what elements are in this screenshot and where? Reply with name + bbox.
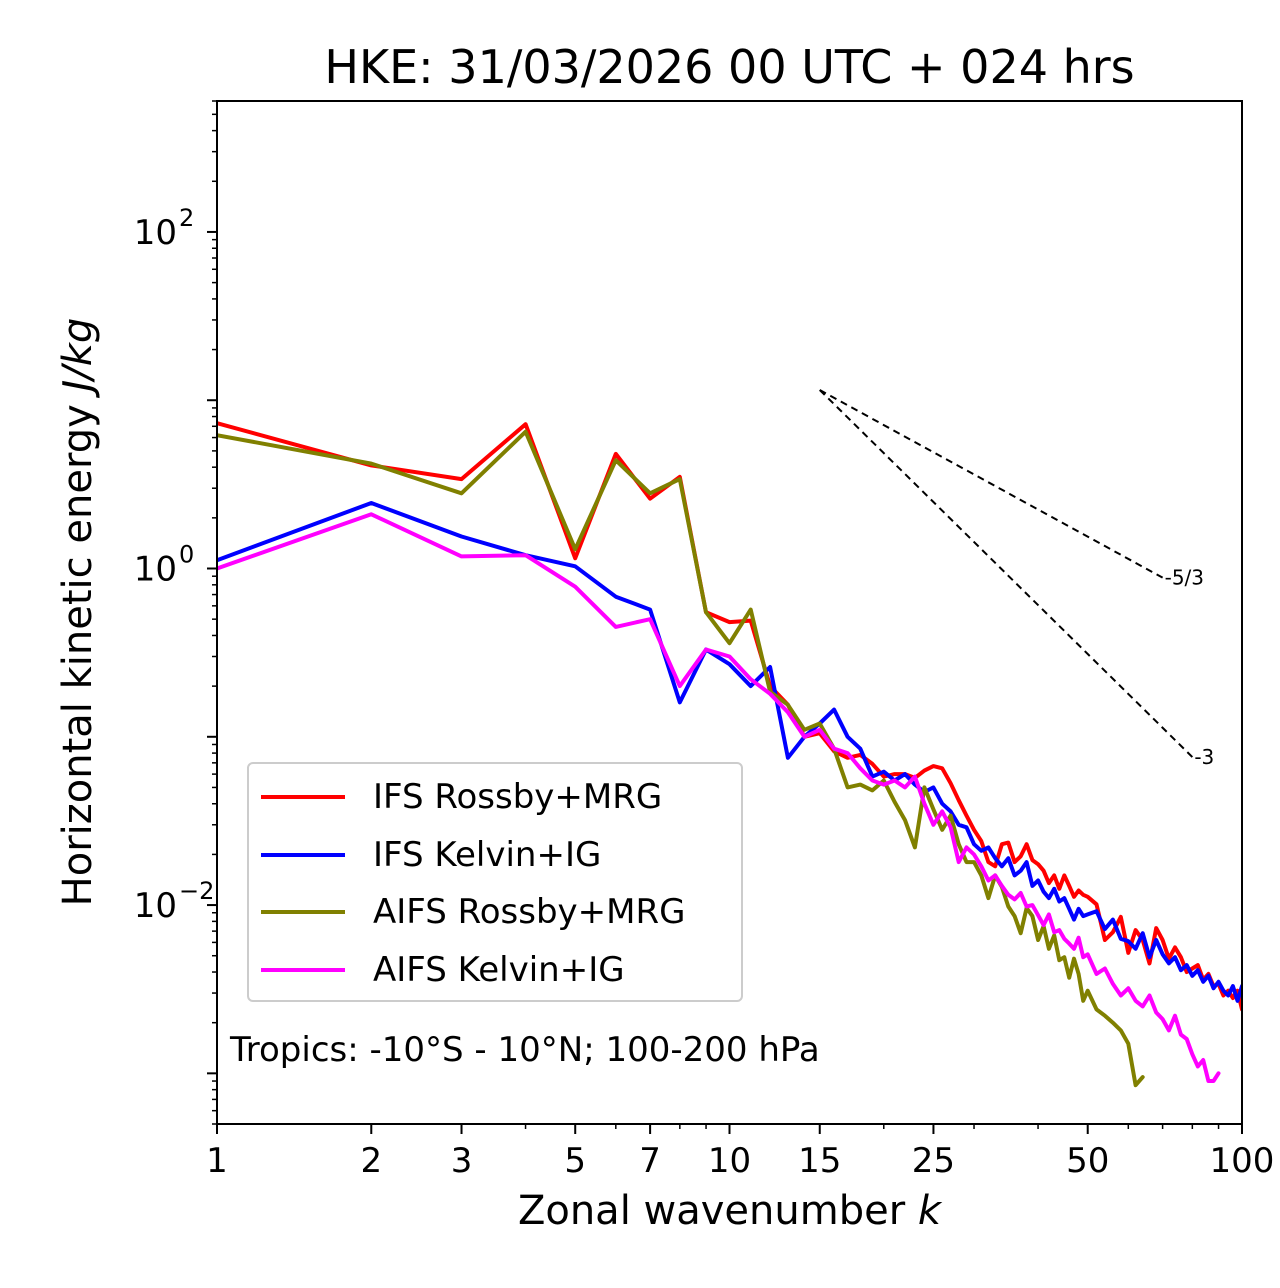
x-tick-label: 10 — [708, 1141, 751, 1181]
legend-label: AIFS Rossby+MRG — [373, 892, 686, 932]
series-lines — [217, 421, 1242, 1088]
y-tick-exponent: 2 — [179, 204, 194, 232]
x-tick-label: 7 — [639, 1141, 661, 1181]
reference-slopes: -5/3 -3 — [819, 389, 1214, 769]
legend-item: AIFS Rossby+MRG — [261, 892, 685, 932]
x-tick-label: 2 — [360, 1141, 382, 1181]
y-tick-label: 10 — [134, 550, 177, 590]
reference-slope-line — [819, 389, 1194, 758]
chart-title: HKE: 31/03/2026 00 UTC + 024 hrs — [324, 40, 1135, 94]
plot-frame — [216, 100, 1243, 1125]
y-axis-label-units: J/kg — [55, 317, 101, 392]
legend-label: IFS Kelvin+IG — [373, 835, 602, 875]
x-axis-label: Zonal wavenumber k — [217, 1188, 1242, 1234]
legend-swatch — [261, 795, 345, 799]
reference-slope-label: -3 — [1194, 745, 1214, 769]
series-line — [217, 501, 1242, 1003]
x-tick-label: 5 — [564, 1141, 586, 1181]
y-tick-exponent: 0 — [179, 541, 194, 569]
legend-item: IFS Rossby+MRG — [261, 777, 662, 817]
y-tick-exponent: −2 — [179, 877, 214, 905]
legend-label: IFS Rossby+MRG — [373, 777, 663, 817]
legend-swatch — [261, 968, 345, 972]
legend-label: AIFS Kelvin+IG — [373, 950, 625, 990]
x-tick-label: 15 — [798, 1141, 841, 1181]
x-tick-label: 1 — [206, 1141, 228, 1181]
x-tick-label: 100 — [1210, 1141, 1275, 1181]
y-tick-label: 10 — [134, 886, 177, 926]
legend-swatch — [261, 853, 345, 857]
x-tick-label: 3 — [451, 1141, 473, 1181]
x-axis-label-text: Zonal wavenumber — [517, 1188, 906, 1234]
series-line — [217, 429, 1145, 1088]
legend-swatch — [261, 910, 345, 914]
series-line — [217, 512, 1221, 1083]
legend: IFS Rossby+MRG IFS Kelvin+IG AIFS Rossby… — [247, 762, 743, 1002]
y-axis-label: Horizontal kinetic energy J/kg — [55, 318, 101, 907]
legend-item: IFS Kelvin+IG — [261, 835, 601, 875]
legend-item: AIFS Kelvin+IG — [261, 950, 625, 990]
x-tick-label: 50 — [1066, 1141, 1109, 1181]
reference-slope-label: -5/3 — [1165, 566, 1204, 590]
x-axis-label-var: k — [917, 1188, 942, 1234]
reference-slope-line — [819, 389, 1164, 579]
y-axis-label-text: Horizontal kinetic energy — [55, 404, 101, 907]
x-tick-label: 25 — [912, 1141, 955, 1181]
region-annotation: Tropics: -10°S - 10°N; 100-200 hPa — [230, 1030, 820, 1070]
y-tick-label: 10 — [134, 213, 177, 253]
